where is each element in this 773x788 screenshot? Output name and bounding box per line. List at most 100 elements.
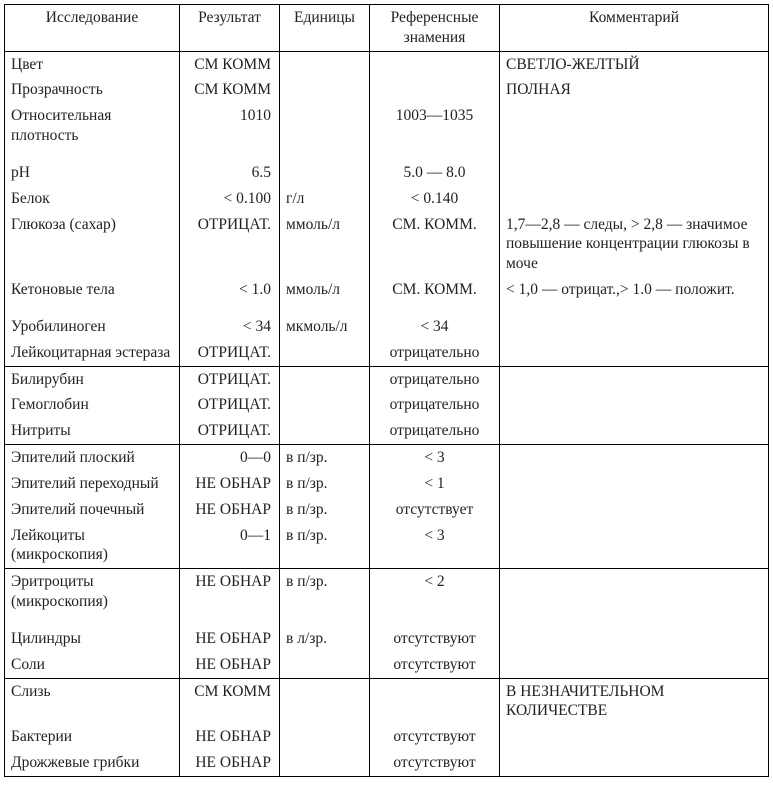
- cell-ref: отсутствуют: [370, 724, 500, 750]
- cell-comment: < 1,0 — отрицат.,> 1.0 — положит.: [500, 277, 769, 314]
- table-row: НитритыОТРИЦАТ.отрицательно: [5, 418, 769, 444]
- cell-test: Нитриты: [5, 418, 180, 444]
- cell-units: в п/зр.: [280, 569, 370, 626]
- cell-units: [280, 418, 370, 444]
- table-row: Глюкоза (сахар)ОТРИЦАТ.ммоль/лСМ. КОММ.1…: [5, 212, 769, 277]
- cell-result: ОТРИЦАТ.: [180, 392, 280, 418]
- cell-comment: 1,7—2,8 — следы, > 2,8 — значимое повыше…: [500, 212, 769, 277]
- cell-units: мкмоль/л: [280, 314, 370, 340]
- cell-test: Слизь: [5, 678, 180, 724]
- cell-test: Белок: [5, 186, 180, 212]
- cell-test: рН: [5, 160, 180, 186]
- lab-results-table: Исследование Результат Единицы Референсн…: [4, 4, 769, 777]
- cell-units: [280, 366, 370, 392]
- cell-result: НЕ ОБНАР: [180, 626, 280, 652]
- cell-ref: < 1: [370, 471, 500, 497]
- table-row: БактерииНЕ ОБНАРотсутствуют: [5, 724, 769, 750]
- cell-comment: [500, 652, 769, 678]
- cell-comment: [500, 314, 769, 340]
- cell-units: в п/зр.: [280, 471, 370, 497]
- cell-comment: СВЕТЛО-ЖЕЛТЫЙ: [500, 51, 769, 77]
- cell-comment: В НЕЗНАЧИТЕЛЬНОМ КОЛИЧЕСТВЕ: [500, 678, 769, 724]
- cell-comment: [500, 418, 769, 444]
- cell-result: ОТРИЦАТ.: [180, 418, 280, 444]
- cell-ref: СМ. КОММ.: [370, 212, 500, 277]
- cell-comment: [500, 160, 769, 186]
- cell-units: в п/зр.: [280, 497, 370, 523]
- cell-result: НЕ ОБНАР: [180, 652, 280, 678]
- cell-test: Кетоновые тела: [5, 277, 180, 314]
- cell-comment: [500, 366, 769, 392]
- cell-ref: 1003—1035: [370, 103, 500, 160]
- table-row: Лейкоциты (микроскопия)0—1в п/зр.< 3: [5, 523, 769, 569]
- cell-result: < 1.0: [180, 277, 280, 314]
- cell-test: Билирубин: [5, 366, 180, 392]
- cell-units: [280, 77, 370, 103]
- cell-ref: отрицательно: [370, 392, 500, 418]
- cell-test: Цилиндры: [5, 626, 180, 652]
- cell-comment: [500, 569, 769, 626]
- cell-result: НЕ ОБНАР: [180, 750, 280, 776]
- cell-ref: отсутствуют: [370, 750, 500, 776]
- cell-units: [280, 103, 370, 160]
- cell-comment: [500, 340, 769, 366]
- cell-test: Цвет: [5, 51, 180, 77]
- header-row: Исследование Результат Единицы Референсн…: [5, 5, 769, 52]
- cell-ref: < 0.140: [370, 186, 500, 212]
- cell-result: ОТРИЦАТ.: [180, 340, 280, 366]
- cell-result: СМ КОММ: [180, 77, 280, 103]
- col-header-test: Исследование: [5, 5, 180, 52]
- cell-comment: [500, 392, 769, 418]
- cell-units: [280, 392, 370, 418]
- table-row: ЦилиндрыНЕ ОБНАРв л/зр.отсутствуют: [5, 626, 769, 652]
- table-row: Кетоновые тела< 1.0ммоль/лСМ. КОММ.< 1,0…: [5, 277, 769, 314]
- table-row: СлизьСМ КОММВ НЕЗНАЧИТЕЛЬНОМ КОЛИЧЕСТВЕ: [5, 678, 769, 724]
- cell-test: Эпителий переходный: [5, 471, 180, 497]
- cell-ref: отсутствует: [370, 497, 500, 523]
- cell-units: ммоль/л: [280, 277, 370, 314]
- table-row: Эпителий переходныйНЕ ОБНАРв п/зр.< 1: [5, 471, 769, 497]
- cell-result: ОТРИЦАТ.: [180, 366, 280, 392]
- table-row: рН6.5 5.0 — 8.0: [5, 160, 769, 186]
- cell-ref: < 3: [370, 523, 500, 569]
- cell-units: ммоль/л: [280, 212, 370, 277]
- cell-result: ОТРИЦАТ.: [180, 212, 280, 277]
- cell-units: в п/зр.: [280, 445, 370, 471]
- cell-result: < 34: [180, 314, 280, 340]
- cell-ref: 5.0 — 8.0: [370, 160, 500, 186]
- cell-result: 0—0: [180, 445, 280, 471]
- cell-result: 6.5: [180, 160, 280, 186]
- table-row: Эритроциты (микроскопия)НЕ ОБНАРв п/зр.<…: [5, 569, 769, 626]
- cell-comment: [500, 523, 769, 569]
- cell-test: Бактерии: [5, 724, 180, 750]
- cell-result: НЕ ОБНАР: [180, 569, 280, 626]
- cell-result: 0—1: [180, 523, 280, 569]
- cell-ref: < 3: [370, 445, 500, 471]
- cell-test: Дрожжевые грибки: [5, 750, 180, 776]
- cell-units: [280, 750, 370, 776]
- table-row: Белок< 0.100г/л< 0.140: [5, 186, 769, 212]
- cell-units: [280, 678, 370, 724]
- cell-comment: [500, 445, 769, 471]
- cell-comment: [500, 186, 769, 212]
- col-header-units: Единицы: [280, 5, 370, 52]
- cell-test: Соли: [5, 652, 180, 678]
- cell-ref: отрицательно: [370, 340, 500, 366]
- cell-comment: [500, 103, 769, 160]
- cell-comment: [500, 626, 769, 652]
- cell-units: в л/зр.: [280, 626, 370, 652]
- col-header-comment: Комментарий: [500, 5, 769, 52]
- cell-ref: [370, 77, 500, 103]
- cell-ref: < 34: [370, 314, 500, 340]
- cell-units: [280, 51, 370, 77]
- table-row: Эпителий плоский0—0в п/зр.< 3: [5, 445, 769, 471]
- cell-ref: СМ. КОММ.: [370, 277, 500, 314]
- cell-units: [280, 652, 370, 678]
- table-row: Уробилиноген< 34мкмоль/л< 34: [5, 314, 769, 340]
- cell-test: Эпителий почечный: [5, 497, 180, 523]
- col-header-result: Результат: [180, 5, 280, 52]
- cell-comment: [500, 750, 769, 776]
- cell-test: Лейкоцитарная эстераза: [5, 340, 180, 366]
- table-row: Относительная плотность10101003—1035: [5, 103, 769, 160]
- col-header-ref: Референсные знамения: [370, 5, 500, 52]
